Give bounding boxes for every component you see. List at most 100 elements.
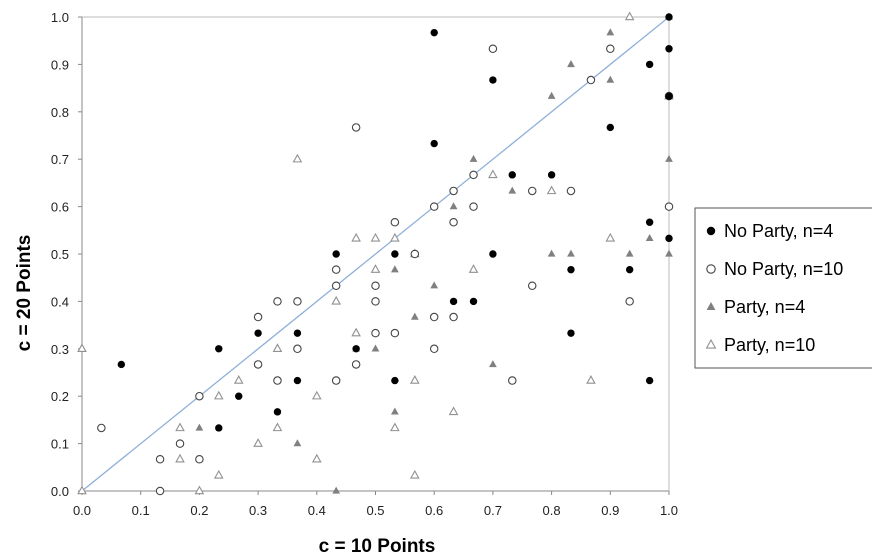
data-point-open-circle — [390, 328, 400, 338]
data-point-open-triangle — [586, 375, 596, 384]
data-point-open-triangle — [468, 264, 479, 273]
data-point-open-circle — [331, 281, 341, 291]
data-point-open-triangle — [175, 422, 185, 432]
data-point-open-triangle — [488, 169, 498, 179]
data-point-filled-circle — [449, 297, 458, 306]
data-point-open-triangle — [77, 485, 87, 495]
data-point-filled-triangle — [606, 28, 615, 36]
y-tick-label: 0.5 — [51, 247, 69, 262]
data-point-filled-circle — [293, 376, 302, 385]
x-tick-label: 0.3 — [249, 503, 267, 518]
data-point-filled-circle — [273, 408, 282, 416]
data-point-filled-circle — [665, 45, 673, 53]
data-point-filled-circle — [567, 329, 575, 337]
data-point-filled-circle — [254, 329, 262, 337]
data-point-filled-circle — [332, 250, 340, 258]
data-point-filled-triangle — [665, 249, 673, 257]
data-point-open-triangle — [448, 406, 459, 416]
data-point-open-circle — [449, 217, 458, 227]
data-point-filled-triangle — [371, 344, 380, 352]
y-tick-label: 1.0 — [51, 10, 69, 25]
data-point-open-circle — [449, 312, 458, 322]
data-point-open-triangle — [194, 485, 205, 495]
data-point-open-triangle — [175, 453, 185, 463]
data-point-open-circle — [527, 281, 537, 291]
legend-marker-open-circle — [706, 264, 716, 274]
data-point-filled-circle — [489, 76, 497, 84]
data-point-filled-triangle — [332, 486, 341, 494]
legend-marker-open-triangle — [705, 338, 717, 349]
legend-label: Party, n=10 — [724, 335, 815, 355]
data-point-filled-triangle — [390, 407, 399, 415]
data-point-open-circle — [273, 376, 282, 385]
data-points — [77, 11, 674, 496]
data-point-open-circle — [586, 75, 596, 85]
data-point-filled-circle — [391, 376, 399, 385]
data-point-open-circle — [390, 217, 400, 227]
data-point-filled-triangle — [567, 60, 575, 68]
data-point-filled-triangle — [625, 249, 634, 257]
legend-label: No Party, n=4 — [724, 221, 833, 241]
y-tick-label: 0.7 — [51, 152, 69, 167]
data-point-open-circle — [351, 360, 361, 369]
data-point-filled-circle — [665, 13, 673, 21]
data-point-open-circle — [331, 376, 341, 385]
data-point-filled-triangle — [665, 154, 673, 162]
data-point-open-circle — [155, 486, 165, 496]
x-tick-label: 0.0 — [73, 503, 91, 518]
data-point-open-circle — [175, 439, 185, 448]
legend-label: No Party, n=10 — [724, 259, 843, 279]
data-point-open-circle — [195, 454, 204, 464]
data-point-filled-triangle — [508, 186, 517, 194]
data-point-open-circle — [508, 376, 517, 385]
data-point-open-circle — [664, 202, 674, 211]
data-point-filled-circle — [567, 265, 575, 274]
x-tick-label: 0.1 — [132, 503, 150, 518]
data-point-filled-circle — [645, 376, 654, 385]
data-point-filled-circle — [508, 171, 516, 179]
data-point-open-circle — [371, 297, 380, 306]
data-point-open-circle — [253, 360, 263, 369]
data-point-filled-triangle — [390, 265, 399, 273]
data-point-filled-circle — [645, 218, 654, 226]
data-point-open-triangle — [605, 232, 616, 242]
data-point-open-triangle — [370, 264, 381, 273]
data-point-open-circle — [488, 44, 498, 54]
data-point-open-circle — [527, 186, 537, 196]
data-point-open-triangle — [410, 375, 420, 384]
data-point-open-circle — [371, 328, 380, 338]
data-point-filled-triangle — [449, 202, 458, 210]
x-tick-label: 0.7 — [484, 503, 502, 518]
diagonal-reference-line — [81, 16, 670, 492]
legend-marker-filled-circle — [706, 226, 716, 236]
data-point-open-triangle — [272, 422, 283, 432]
data-point-filled-circle — [215, 424, 223, 432]
data-point-open-circle — [625, 297, 634, 306]
data-point-open-triangle — [390, 232, 400, 242]
data-point-open-triangle — [410, 469, 420, 479]
data-point-filled-circle — [645, 60, 654, 69]
data-point-filled-circle — [606, 123, 614, 132]
data-point-filled-triangle — [469, 154, 478, 162]
data-point-filled-circle — [352, 345, 360, 353]
legend: No Party, n=4 No Party, n=10 Party, n=4 Par… — [694, 207, 872, 369]
y-tick-label: 0.0 — [51, 484, 69, 499]
data-point-open-circle — [469, 170, 478, 180]
data-point-filled-triangle — [195, 423, 204, 431]
data-point-filled-triangle — [547, 249, 556, 257]
y-tick-label: 0.2 — [51, 389, 69, 404]
data-point-open-circle — [253, 312, 263, 322]
data-point-open-triangle — [624, 11, 635, 21]
data-point-filled-triangle — [567, 249, 575, 257]
x-tick-label: 1.0 — [660, 503, 678, 518]
data-point-open-triangle — [370, 232, 381, 242]
data-point-filled-triangle — [606, 75, 615, 83]
data-point-open-circle — [469, 202, 478, 211]
data-point-open-circle — [566, 186, 576, 196]
data-point-open-circle — [293, 297, 302, 306]
data-point-open-triangle — [213, 469, 224, 479]
data-point-filled-triangle — [489, 360, 497, 368]
data-point-open-circle — [97, 423, 106, 433]
data-point-filled-circle — [391, 250, 399, 258]
